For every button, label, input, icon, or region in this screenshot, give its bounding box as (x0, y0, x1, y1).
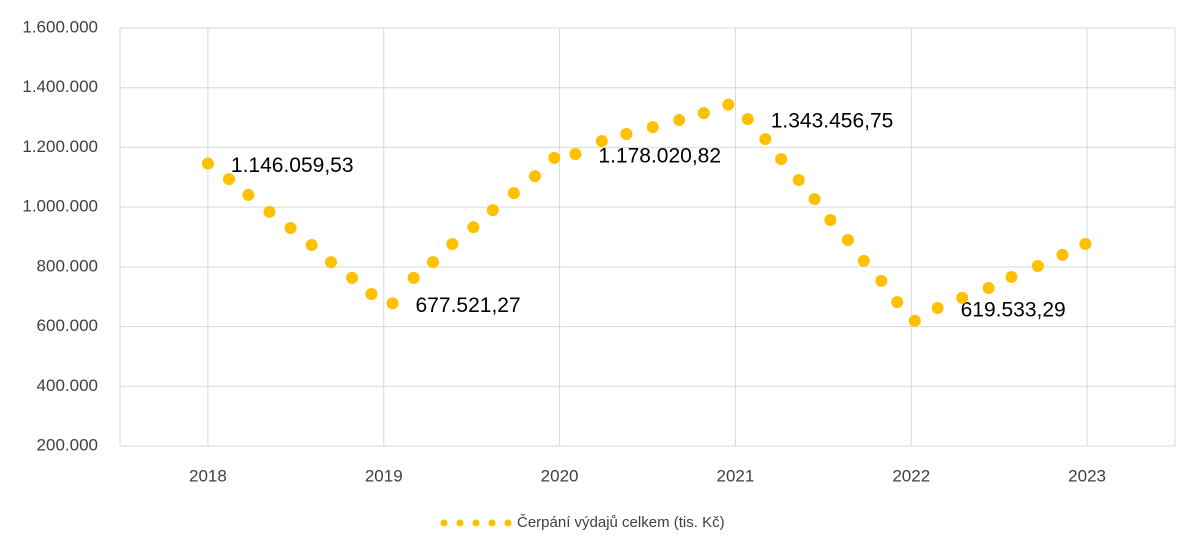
data-label: 619.533,29 (961, 299, 1066, 322)
data-point (486, 204, 499, 217)
x-tick-label: 2019 (365, 466, 403, 485)
data-point (446, 238, 459, 251)
x-tick-label: 2021 (717, 466, 755, 485)
legend-marker (504, 519, 512, 527)
data-point (808, 193, 821, 206)
data-point (857, 254, 870, 267)
data-point (263, 205, 276, 218)
legend-marker (472, 519, 480, 527)
data-point (1005, 271, 1018, 284)
legend-marker (456, 519, 464, 527)
data-point (569, 147, 582, 160)
x-tick-label: 2020 (541, 466, 579, 485)
data-label: 1.178.020,82 (598, 145, 721, 168)
data-point (620, 127, 633, 140)
y-tick-label: 1.600.000 (22, 17, 98, 36)
data-point (982, 282, 995, 295)
data-point (305, 239, 318, 252)
data-point (1079, 237, 1092, 250)
x-tick-label: 2022 (892, 466, 930, 485)
y-tick-label: 1.000.000 (22, 197, 98, 216)
data-point (242, 188, 255, 201)
y-tick-label: 1.400.000 (22, 77, 98, 96)
data-point (595, 135, 608, 148)
data-point (223, 173, 236, 186)
data-point (548, 151, 561, 164)
data-point (426, 256, 439, 269)
data-label: 1.343.456,75 (771, 110, 894, 133)
data-point (407, 271, 420, 284)
data-point (386, 297, 399, 310)
data-point (201, 157, 214, 170)
data-point (759, 133, 772, 146)
data-point (841, 233, 854, 246)
data-point (325, 256, 337, 269)
data-label: 1.146.059,53 (231, 154, 354, 177)
data-point (284, 222, 297, 235)
data-point (722, 98, 735, 111)
data-point (792, 173, 805, 186)
data-point (775, 153, 788, 166)
data-point (908, 314, 921, 327)
data-point (673, 113, 686, 126)
data-point (1031, 259, 1044, 272)
data-point (346, 271, 359, 284)
y-tick-label: 200.000 (37, 435, 98, 454)
legend-marker (440, 519, 448, 527)
data-point (931, 302, 944, 315)
y-tick-label: 800.000 (37, 256, 98, 275)
data-point (646, 121, 659, 134)
data-point (507, 187, 520, 200)
data-point (528, 170, 541, 183)
data-point (824, 213, 837, 226)
x-tick-label: 2018 (189, 466, 227, 485)
data-point (891, 296, 904, 309)
data-point (365, 288, 378, 301)
data-point (467, 221, 480, 234)
y-tick-label: 400.000 (37, 376, 98, 395)
y-tick-label: 1.200.000 (22, 137, 98, 156)
data-point (697, 107, 710, 120)
data-point (1056, 248, 1069, 261)
legend-marker (488, 519, 496, 527)
x-tick-label: 2023 (1068, 466, 1106, 485)
legend-label: Čerpání výdajů celkem (tis. Kč) (517, 514, 725, 531)
data-point (875, 274, 888, 287)
data-label: 677.521,27 (416, 294, 521, 317)
data-point (956, 291, 969, 304)
data-point (741, 113, 754, 126)
y-tick-label: 600.000 (37, 316, 98, 335)
